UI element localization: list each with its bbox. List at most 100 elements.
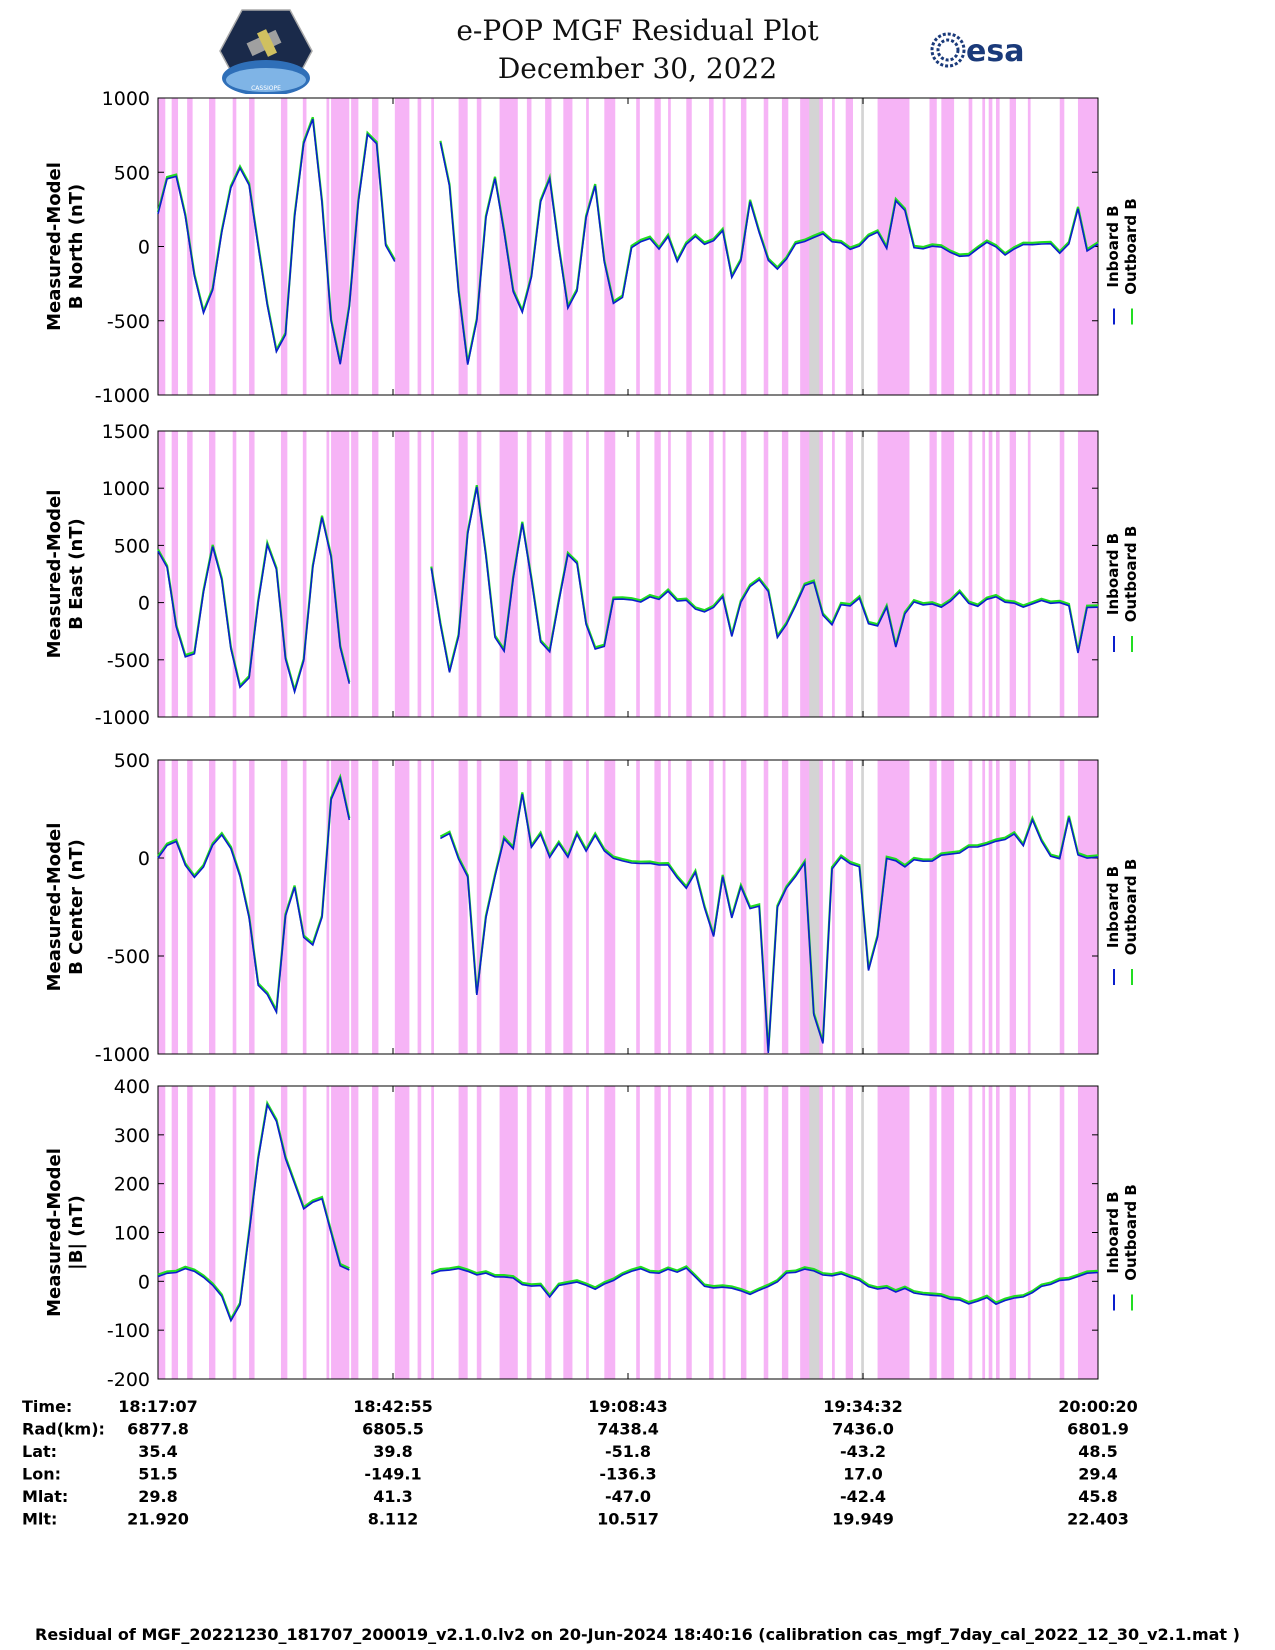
y-tick-label: -200 — [107, 1369, 150, 1391]
data-gap-band — [654, 1086, 661, 1379]
data-gap-band — [763, 98, 769, 395]
y-tick-label: -1000 — [95, 1044, 150, 1066]
y-axis-label-line: Measured-Model — [44, 823, 65, 992]
data-gap-band — [372, 760, 379, 1054]
data-gap-band — [636, 431, 640, 717]
data-gap-band — [929, 760, 937, 1054]
ephemeris-value: 29.4 — [1078, 1465, 1117, 1484]
data-gap-band — [280, 98, 288, 395]
data-gap-band — [563, 431, 573, 717]
data-gap-band — [232, 431, 237, 717]
chart-panel-2: 1500 1000 500 0 -500 -1000 Measured-ModelB Eas… — [44, 421, 1140, 729]
data-gap-band — [563, 98, 573, 395]
ephemeris-value: 18:42:55 — [353, 1397, 433, 1416]
ephemeris-value: 20:00:20 — [1058, 1397, 1138, 1416]
data-gap-band — [636, 1086, 640, 1379]
data-gap-band — [586, 760, 589, 1054]
legend: Inboard B Outboard B — [1104, 198, 1140, 325]
y-axis-label-line: Measured-Model — [44, 490, 65, 659]
footer-caption: Residual of MGF_20221230_181707_200019_v… — [35, 1625, 1240, 1644]
data-gap-band — [302, 431, 307, 717]
data-gap-band — [331, 760, 350, 1054]
data-gap-band — [740, 760, 747, 1054]
y-tick-label: 100 — [114, 1223, 150, 1245]
data-gap-band — [499, 431, 518, 717]
data-gap-band — [1009, 98, 1017, 395]
calibration-band — [809, 98, 820, 395]
data-gap-band — [636, 760, 640, 1054]
data-gap-band — [941, 1086, 955, 1379]
ephemeris-row-label: Lat: — [22, 1442, 57, 1461]
data-gap-band — [1009, 431, 1017, 717]
data-gap-band — [929, 1086, 937, 1379]
data-gap-band — [417, 431, 422, 717]
data-gap-band — [187, 1086, 193, 1379]
y-tick-label: -100 — [107, 1320, 150, 1342]
ephemeris-value: 19.949 — [832, 1510, 894, 1529]
data-gap-band — [171, 760, 179, 1054]
legend-inboard-label: Inboard B — [1104, 533, 1122, 615]
data-gap-band — [458, 98, 468, 395]
data-gap-band — [476, 760, 482, 1054]
data-gap-band — [929, 431, 937, 717]
data-gap-band — [372, 1086, 379, 1379]
data-gap-band — [249, 760, 255, 1054]
ephemeris-value: 7436.0 — [832, 1420, 894, 1439]
data-gap-band — [417, 98, 422, 395]
y-axis-label-line: B North (nT) — [66, 184, 87, 310]
data-gap-band — [763, 760, 769, 1054]
data-gap-band — [845, 760, 853, 1054]
y-axis-label-line: |B| (nT) — [66, 1195, 87, 1270]
data-gap-band — [302, 98, 307, 395]
data-gap-band — [877, 1086, 910, 1379]
data-gap-band — [1027, 760, 1031, 1054]
data-gap-band — [654, 431, 661, 717]
ephemeris-row-label: Mlt: — [22, 1510, 57, 1529]
ephemeris-value: 45.8 — [1078, 1487, 1117, 1506]
data-gap-band — [372, 431, 379, 717]
y-tick-label: -500 — [107, 946, 150, 968]
y-tick-label: 0 — [138, 593, 150, 615]
data-gap-band — [832, 98, 835, 395]
data-gap-band — [526, 98, 532, 395]
data-gap-band — [709, 98, 714, 395]
data-gap-band — [982, 431, 986, 717]
data-gap-band — [1077, 760, 1098, 1054]
data-gap-band — [763, 431, 769, 717]
ephemeris-value: 19:34:32 — [823, 1397, 903, 1416]
ephemeris-value: -43.2 — [840, 1442, 886, 1461]
data-gap-band — [941, 98, 955, 395]
data-gap-band — [941, 760, 955, 1054]
data-gap-band — [372, 98, 379, 395]
data-gap-band — [968, 760, 973, 1054]
data-gap-band — [1077, 431, 1098, 717]
data-gap-band — [988, 431, 993, 717]
data-gap-band — [686, 98, 692, 395]
y-axis-label: Measured-ModelB Center (nT) — [44, 823, 87, 992]
data-gap-band — [877, 98, 910, 395]
y-tick-label: -500 — [107, 650, 150, 672]
data-gap-band — [982, 1086, 986, 1379]
data-gap-band — [431, 760, 434, 1054]
data-gap-band — [832, 760, 835, 1054]
data-gap-band — [968, 98, 973, 395]
data-gap-band — [988, 98, 993, 395]
data-gap-band — [668, 1086, 671, 1379]
y-tick-label: 1000 — [102, 478, 150, 500]
data-gap-band — [394, 1086, 406, 1379]
y-tick-label: -1000 — [95, 385, 150, 407]
data-gap-band — [187, 431, 193, 717]
data-gap-band — [331, 431, 350, 717]
data-gap-band — [1027, 1086, 1031, 1379]
data-gap-band — [302, 1086, 307, 1379]
ephemeris-value: 29.8 — [138, 1487, 177, 1506]
data-gap-band — [722, 760, 726, 1054]
esa-logo-text: esa — [966, 34, 1024, 69]
data-gap-band — [709, 760, 714, 1054]
y-tick-label: 200 — [114, 1174, 150, 1196]
data-gap-band — [740, 1086, 747, 1379]
legend-inboard-label: Inboard B — [1104, 205, 1122, 287]
data-gap-band — [604, 98, 616, 395]
data-gap-band — [941, 431, 955, 717]
data-gap-band — [545, 431, 552, 717]
